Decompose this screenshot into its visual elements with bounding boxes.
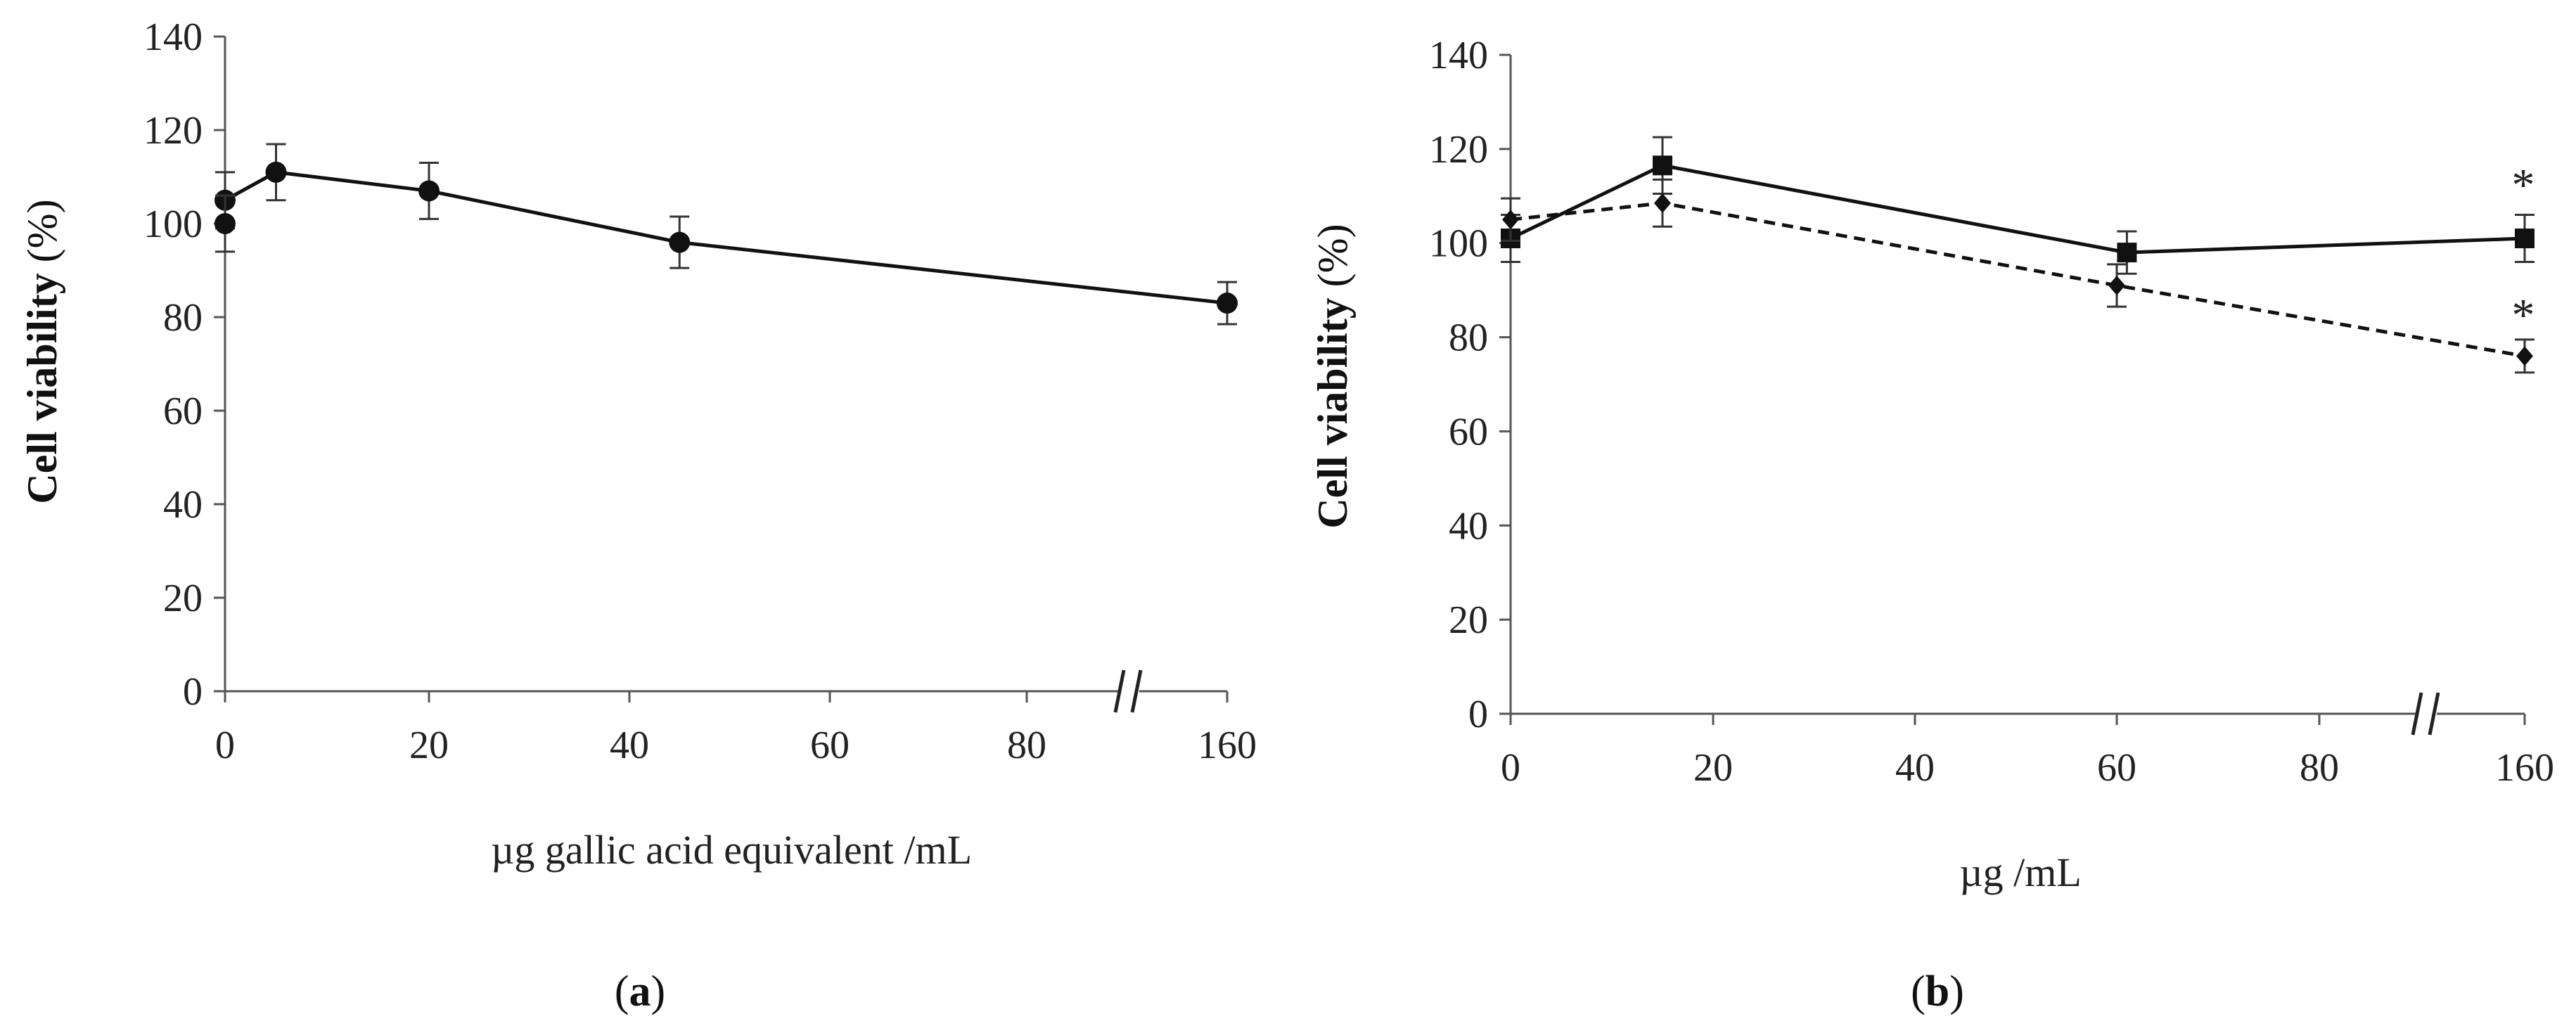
data-point-diamond (1502, 210, 1519, 230)
panel-b-y-tick-label: 20 (1449, 598, 1488, 642)
panel-b-x-tick-label: 80 (2300, 746, 2339, 790)
panel-a-y-tick-label: 140 (143, 15, 203, 59)
data-point-diamond (2108, 275, 2125, 295)
panel-b-axis-break-mark (2428, 692, 2440, 736)
panel-b-annotation-2: * (2512, 290, 2535, 341)
data-point-diamond (1654, 193, 1671, 213)
panel-a-y-tick-label: 80 (163, 296, 203, 340)
panel-b-x-tick-label: 60 (2097, 746, 2136, 790)
series-line-extract (224, 170, 1228, 305)
panel-b-x-tick-label: 160 (2495, 746, 2554, 790)
panel-b-label: (b) (1911, 968, 1964, 1015)
data-point-circle (1217, 293, 1238, 314)
panel-a-x-tick-label: 40 (610, 724, 649, 767)
panel-b-annotation-1: * (2512, 160, 2535, 211)
panel-a-x-axis-title: µg gallic acid equivalent /mL (491, 827, 972, 873)
panel-a-ylabel-main: Cell viability (19, 262, 65, 503)
panel-b-y-tick-label: 60 (1449, 410, 1488, 454)
panel-a: 0 20 40 60 80 100 120 140 0 20 40 60 80 160 Cell via… (19, 15, 1257, 1015)
panel-b-y-tick-label: 140 (1429, 34, 1488, 77)
panel-a-x-tick-label: 80 (1007, 724, 1046, 767)
panel-b-x-tick-label: 20 (1693, 746, 1733, 790)
panel-a-label-close: ) (651, 968, 666, 1015)
data-point-square (1653, 155, 1672, 176)
data-point-circle (214, 213, 236, 234)
panel-a-y-tick-label: 0 (183, 670, 203, 714)
panel-a-label-letter: a (629, 968, 651, 1015)
panel-b-y-axis-title: Cell viability (%) (1309, 224, 1356, 528)
data-point-square (2515, 229, 2535, 249)
panel-a-y-tick-label: 100 (143, 203, 203, 246)
panel-b-y-tick-label: 40 (1449, 504, 1488, 548)
panel-b-y-tick-label: 80 (1449, 316, 1488, 360)
panel-b-x-tick-label: 0 (1501, 746, 1520, 790)
panel-a-y-axis-title: Cell viability (%) (19, 199, 65, 503)
panel-b-axis-break-mark (2411, 692, 2423, 736)
data-point-circle (418, 180, 440, 202)
panel-a-x-tick-label: 0 (215, 724, 235, 767)
panel-b-x-tick-labels: 0 20 40 60 80 160 (1501, 746, 2554, 790)
panel-b-y-tick-label: 100 (1429, 222, 1488, 266)
panel-a-label-open: ( (615, 968, 629, 1015)
data-point-square (2117, 243, 2137, 263)
panel-a-y-tick-labels: 0 20 40 60 80 100 120 140 (143, 15, 203, 714)
panel-b-ylabel-main: Cell viability (1309, 287, 1356, 528)
panel-a-x-tick-label: 160 (1198, 724, 1257, 767)
panel-b-y-tick-labels: 0 20 40 60 80 100 120 140 (1429, 34, 1488, 736)
series-line-series-diamond (1510, 201, 2525, 358)
data-point-circle (669, 231, 691, 253)
series-line-series-square (1509, 163, 2525, 255)
panel-b-label-close: ) (1949, 968, 1964, 1015)
panel-a-axes (214, 35, 1229, 713)
panel-a-y-tick-label: 120 (143, 109, 203, 153)
panel-b-x-axis-title: µg /mL (1959, 849, 2082, 895)
panel-b-axes (1499, 53, 2526, 736)
panel-b-y-tick-label: 120 (1429, 128, 1488, 172)
panel-a-y-tick-label: 20 (163, 577, 203, 620)
panel-a-x-tick-label: 60 (810, 724, 850, 767)
panel-a-x-tick-labels: 0 20 40 60 80 160 (215, 724, 1257, 767)
panel-b: 0 20 40 60 80 100 120 140 0 20 40 60 80 160 Cell via… (1309, 34, 2554, 1015)
panel-a-axis-break-mark (1113, 669, 1126, 713)
panel-b-series (1501, 136, 2535, 374)
panel-b-x-tick-label: 40 (1895, 746, 1935, 790)
panel-a-y-tick-label: 40 (163, 483, 203, 527)
panel-a-x-tick-label: 20 (409, 724, 449, 767)
panel-b-y-tick-label: 0 (1468, 693, 1488, 736)
panel-a-series (214, 143, 1238, 326)
panel-a-y-tick-label: 60 (163, 390, 203, 433)
panel-b-label-open: ( (1911, 968, 1925, 1015)
data-point-circle (265, 161, 287, 183)
panel-b-label-letter: b (1925, 968, 1949, 1015)
panel-b-ylabel-unit: (%) (1309, 224, 1356, 287)
panel-a-label: (a) (615, 968, 665, 1015)
panel-a-ylabel-unit: (%) (19, 199, 65, 262)
panel-a-axis-break-mark (1130, 669, 1143, 713)
data-point-diamond (2516, 346, 2533, 366)
